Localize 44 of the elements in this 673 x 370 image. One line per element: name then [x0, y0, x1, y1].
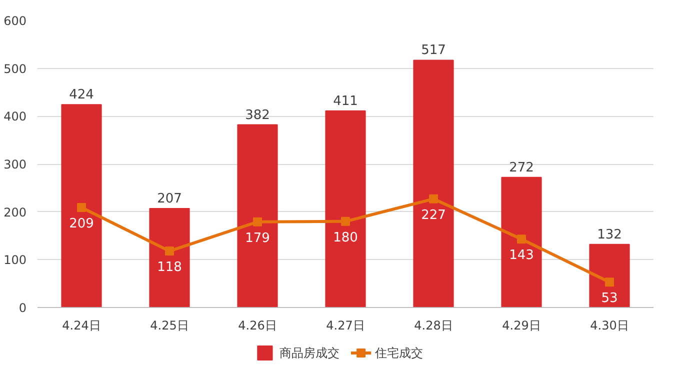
x-tick-label: 4.27日 — [326, 318, 365, 332]
x-tick-label: 4.28日 — [414, 318, 453, 332]
point — [341, 216, 350, 226]
x-tick-label: 4.25日 — [150, 318, 189, 332]
point — [605, 278, 614, 287]
data-label: 143 — [509, 248, 534, 264]
bar — [61, 104, 102, 308]
point — [429, 194, 438, 204]
y-tick-label: 100 — [4, 253, 26, 268]
bar — [237, 124, 278, 308]
data-label: 272 — [509, 160, 534, 176]
point — [253, 217, 262, 226]
x-tick-label: 4.29日 — [502, 318, 541, 332]
y-tick-label: 300 — [4, 158, 26, 172]
x-tick-label: 4.30日 — [590, 318, 629, 332]
y-tick-label: 500 — [4, 62, 26, 76]
data-label: 227 — [421, 208, 446, 223]
data-label: 424 — [69, 88, 94, 103]
x-tick-label: 4.24日 — [62, 318, 101, 332]
data-label: 207 — [157, 191, 182, 206]
bar — [413, 60, 454, 308]
bar — [589, 244, 630, 308]
data-label: 411 — [333, 94, 358, 109]
point — [77, 203, 86, 212]
bar — [325, 110, 366, 308]
y-tick-label: 0 — [18, 301, 27, 315]
bar — [501, 176, 542, 308]
point — [517, 234, 526, 244]
legend-label: 住宅成交 — [374, 346, 423, 360]
data-label: 382 — [245, 108, 270, 123]
x-tick-label: 4.26日 — [238, 318, 277, 332]
legend-label: 商品房成交 — [280, 346, 340, 360]
data-label: 180 — [333, 230, 358, 246]
data-label: 179 — [245, 230, 270, 246]
data-label: 209 — [69, 216, 94, 232]
data-label: 53 — [601, 291, 618, 306]
data-label: 132 — [597, 227, 622, 242]
data-label: 517 — [421, 43, 446, 58]
y-tick-label: 200 — [4, 205, 26, 220]
bar — [149, 208, 190, 308]
point — [165, 246, 174, 256]
y-tick-label: 400 — [4, 110, 26, 124]
y-tick-label: 600 — [4, 14, 26, 28]
data-label: 118 — [157, 260, 182, 276]
